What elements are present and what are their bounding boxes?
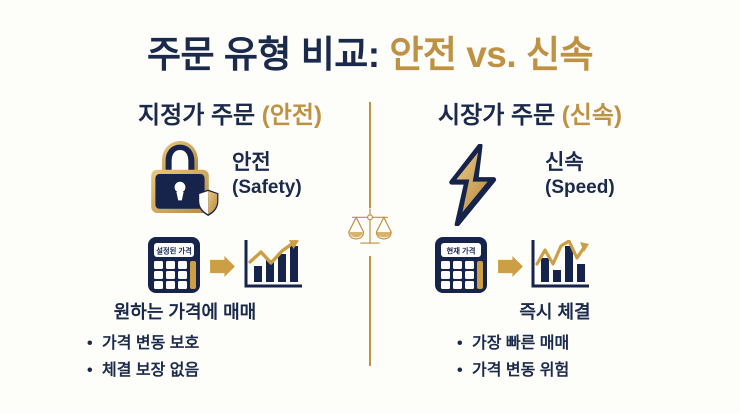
svg-text:설정된 가격: 설정된 가격 [156, 247, 192, 256]
svg-text:현재 가격: 현재 가격 [447, 247, 476, 256]
